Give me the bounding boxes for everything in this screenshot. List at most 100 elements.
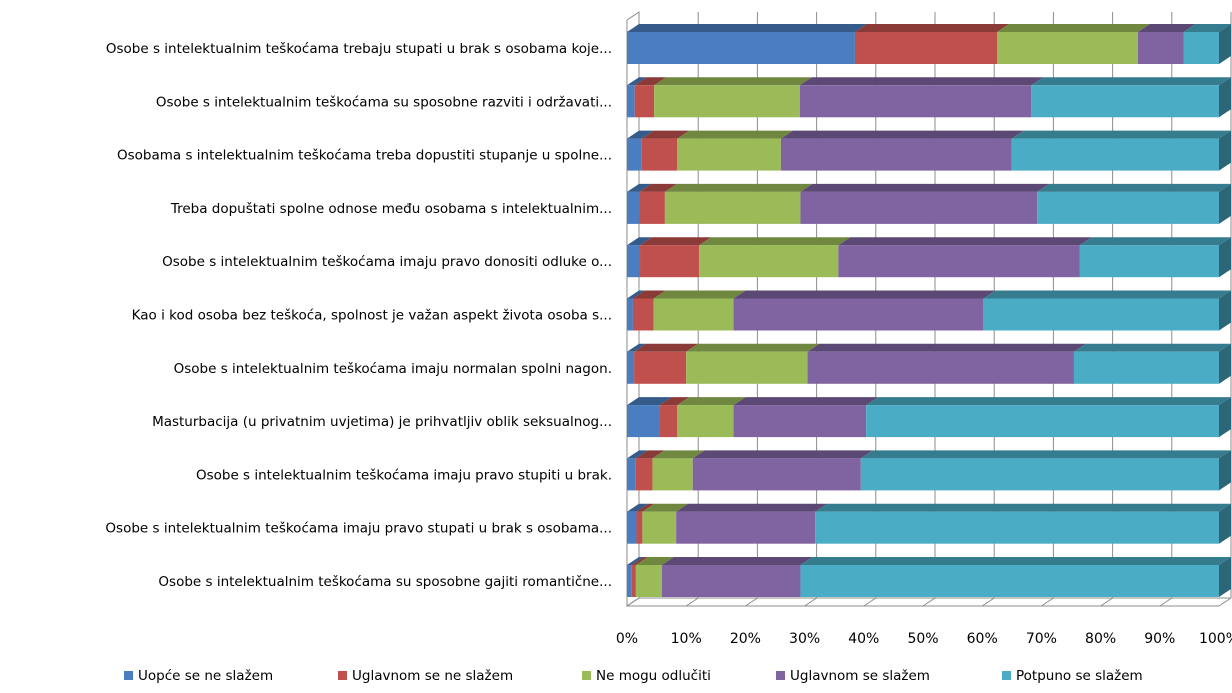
bar-top-face [652,450,705,459]
category-label: Osobama s intelektualnim teškoćama treba… [117,148,612,164]
bar-top-face [1073,343,1231,352]
bar-segment [632,298,654,331]
bar-top-face [997,24,1150,32]
x-tick-label: 20% [730,631,761,647]
bar-segment [627,32,855,64]
bar-segment [627,511,637,544]
bar-top-face [631,557,648,565]
bar-top-face [627,397,672,406]
bar-segment [1183,32,1219,64]
bar-top-face [636,503,655,512]
x-tick-label: 0% [616,631,638,647]
bar-side-face [1219,343,1231,384]
bar-segment [866,405,1219,438]
bar-segment [639,191,665,224]
bar-segment [1011,138,1219,171]
bar-top-face [815,503,1231,512]
bar-segment [627,565,632,597]
floor-gridline [922,597,936,607]
floor-gridline [863,597,877,607]
bar-segment [654,85,800,118]
bar-top-face [733,290,996,299]
bar-top-face [1183,24,1231,32]
bar-segment [635,565,662,597]
bar-side-face [1219,237,1231,278]
bar-top-face [627,237,653,246]
bar-top-face [659,397,690,406]
bar-segment [627,85,635,118]
bar-segment [634,351,687,384]
bar-top-face [677,397,746,406]
x-tick-label: 100% [1199,631,1232,647]
bar-top-face [854,24,1009,32]
bar-segment [642,511,677,544]
bar-segment [627,458,636,491]
x-tick-label: 30% [789,631,820,647]
bar-top-face [639,183,677,192]
legend-swatch [338,671,347,680]
bar-segment [815,511,1219,544]
legend-swatch [776,671,785,680]
bar-top-face [807,343,1086,352]
bar-segment [1137,32,1184,64]
bar-segment [733,405,867,438]
bar-side-face [1219,503,1231,544]
floor-gridline [1218,597,1232,607]
category-label: Osobe s intelektualnim teškoćama imaju p… [105,521,612,537]
bar-segment [659,405,678,438]
bar-top-face [627,343,647,352]
bar-top-face [634,77,667,86]
category-label: Osobe s intelektualnim teškoćama su spos… [156,94,612,110]
bar-segment [634,85,655,118]
bar-segment [1079,245,1219,278]
x-tick-label: 60% [967,631,998,647]
bar-segment [627,405,660,438]
floor-gridline [1100,597,1113,607]
x-tick-label: 40% [848,631,879,647]
bar-side-face [1219,77,1231,118]
bar-segment [780,138,1012,171]
bar-top-face [632,290,666,299]
bar-top-face [699,237,851,246]
floor-gridline [745,597,758,607]
floor-gridline [685,597,699,607]
x-tick-label: 70% [1026,631,1057,647]
bar-top-face [800,183,1050,192]
bar-segment [676,511,816,544]
category-label: Treba dopuštati spolne odnose među osoba… [170,201,612,217]
bar-side-face [1219,450,1231,491]
bar-top-face [733,397,879,406]
bar-top-face [692,450,873,459]
bar-segment [860,458,1219,491]
bar-top-face [627,557,644,565]
legend-swatch [1002,671,1011,680]
legend-label: Uopće se ne slažem [138,668,273,684]
bar-segment [627,245,641,278]
bar-top-face [1037,183,1231,192]
bar-segment [664,191,801,224]
bar-segment [652,458,693,491]
bar-segment [800,191,1038,224]
bar-segment [838,245,1080,278]
category-label: Osobe s intelektualnim teškoćama imaju p… [196,467,612,483]
bar-segment [854,32,997,64]
legend-swatch [582,671,591,680]
bar-segment [631,565,636,597]
category-label: Kao i kod osoba bez teškoća, spolnost je… [132,308,612,324]
bar-side-face [1219,130,1231,171]
bar-segment [692,458,861,491]
bar-side-face [1219,557,1231,597]
bar-top-face [634,343,699,352]
legend-label: Potpuno se slažem [1016,668,1143,684]
bar-top-face [664,183,813,192]
bar-top-face [1011,130,1231,139]
floor-gridline [804,597,817,607]
bar-segment [677,138,781,171]
bar-top-face [627,290,645,299]
bar-top-face [1031,77,1231,86]
bar-segment [661,565,801,597]
bar-segment [627,138,642,171]
bar-segment [627,191,640,224]
